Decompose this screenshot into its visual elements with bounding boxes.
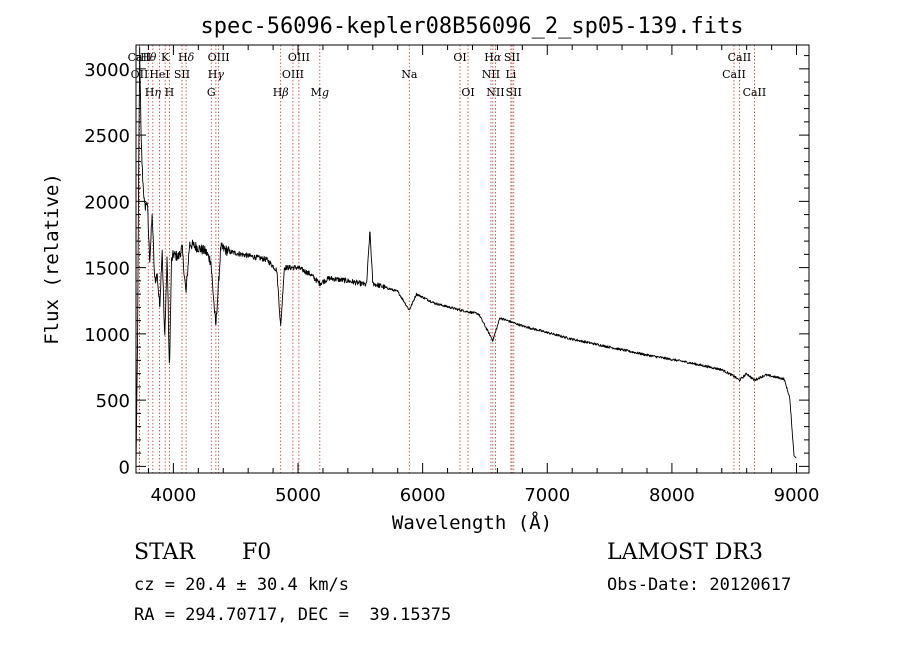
line-label: CaII: [743, 86, 767, 99]
line-label: OIII: [208, 51, 230, 64]
spectrum-line: [135, 46, 797, 467]
redshift-text: cz = 20.4 ± 30.4 km/s: [134, 575, 349, 595]
survey-name: LAMOST DR3: [607, 540, 763, 565]
y-tick-label: 2000: [84, 192, 130, 213]
spectral-line-labels: CaIIOIIHθHηHeIKHSIIHδGOIIIHγHβOIIIOIIIMg…: [128, 51, 767, 99]
line-label: OIII: [282, 68, 304, 81]
y-tick-label: 3000: [84, 60, 130, 81]
line-label: SII: [506, 86, 522, 99]
line-label: OI: [461, 86, 474, 99]
object-class: STAR: [134, 540, 196, 565]
x-tick-label: 4000: [150, 485, 196, 506]
line-label: NII: [486, 86, 504, 99]
obs-date: Obs-Date: 20120617: [607, 575, 791, 595]
line-label: CaII: [728, 51, 752, 64]
line-label: Hα: [484, 51, 502, 64]
x-tick-label: 7000: [524, 485, 570, 506]
coordinates: RA = 294.70717, DEC = 39.15375: [134, 605, 451, 625]
line-label: OIII: [288, 51, 310, 64]
line-label: HeI: [149, 68, 169, 81]
x-tick-label: 8000: [649, 485, 695, 506]
line-label: Hβ: [273, 86, 289, 99]
line-label: SII: [174, 68, 190, 81]
y-tick-label: 500: [96, 391, 130, 412]
y-tick-label: 1500: [84, 259, 130, 280]
line-label: Mg: [311, 86, 329, 99]
spectrum-series: [135, 46, 797, 467]
line-label: Hγ: [208, 68, 225, 81]
x-tick-label: 9000: [774, 485, 820, 506]
line-label: G: [207, 86, 216, 99]
chart-title: spec-56096-kepler08B56096_2_sp05-139.fit…: [200, 14, 743, 39]
y-tick-label: 1000: [84, 325, 130, 346]
line-label: H: [165, 86, 175, 99]
line-label: CaII: [722, 68, 746, 81]
y-axis-label: Flux (relative): [41, 173, 63, 345]
line-label: Li: [505, 68, 516, 81]
object-subclass: F0: [242, 540, 271, 565]
line-label: Na: [401, 68, 418, 81]
line-label: Hδ: [178, 51, 195, 64]
y-tick-label: 0: [119, 457, 130, 478]
spectral-line-markers: [139, 45, 755, 473]
line-label: Hθ: [140, 51, 157, 64]
plot-frame: [135, 44, 810, 474]
y-tick-label: 2500: [84, 126, 130, 147]
line-label: OI: [453, 51, 466, 64]
line-label: SII: [504, 51, 520, 64]
y-axis: 0 500 1000 1500 2000 2500 3000: [84, 55, 809, 478]
x-axis: 4000 5000 6000 7000 8000 9000: [147, 45, 820, 506]
line-label: K: [161, 51, 170, 64]
x-axis-label: Wavelength (Å): [392, 511, 552, 534]
line-label: NII: [482, 68, 500, 81]
line-label: Hη: [145, 86, 162, 99]
x-tick-label: 5000: [275, 485, 321, 506]
x-tick-label: 6000: [400, 485, 446, 506]
